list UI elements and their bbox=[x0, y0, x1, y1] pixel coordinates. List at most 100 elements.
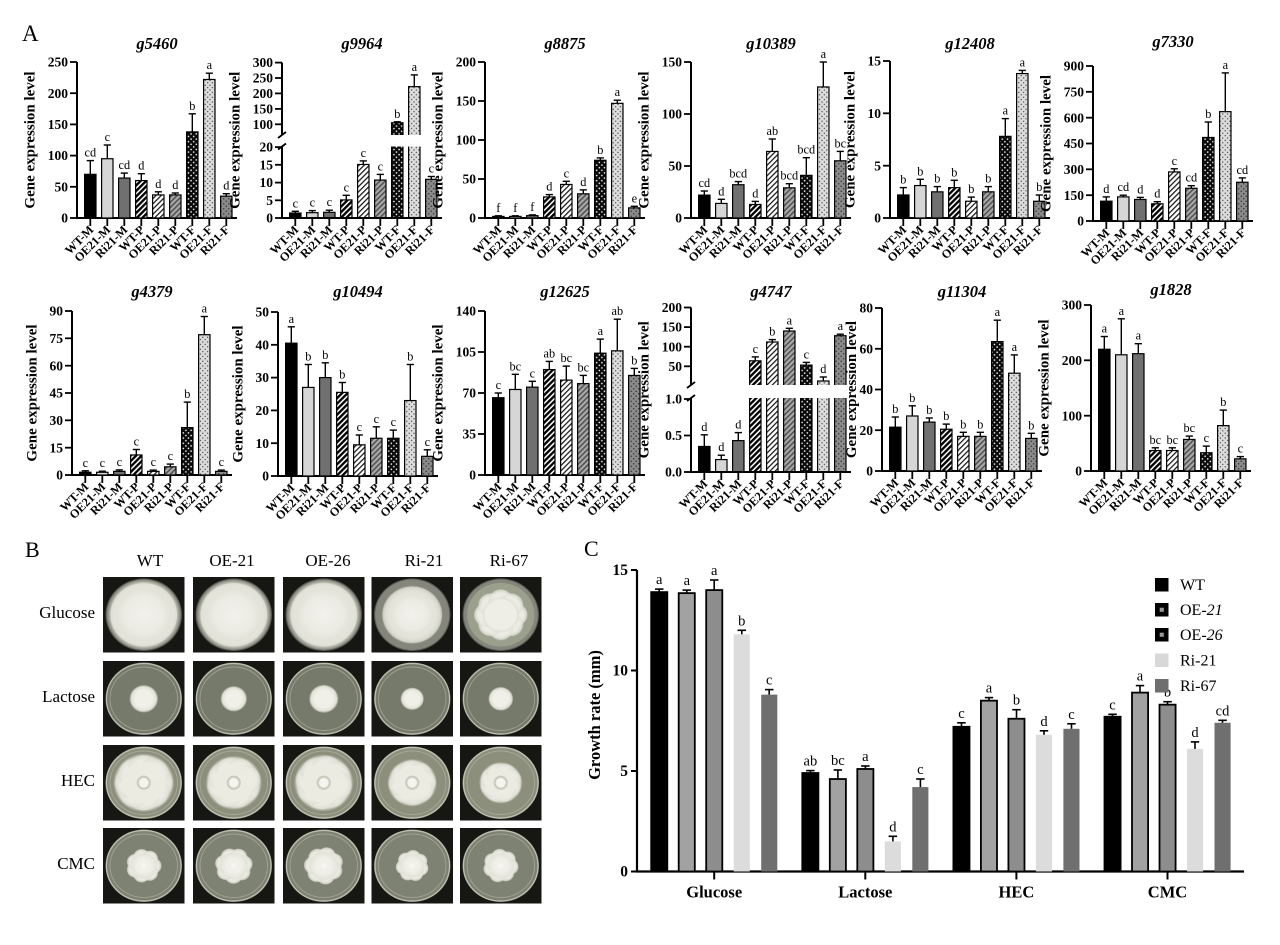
svg-text:ab: ab bbox=[804, 754, 818, 770]
svg-text:c: c bbox=[1204, 431, 1210, 445]
svg-text:0.5: 0.5 bbox=[665, 428, 682, 443]
svg-text:B: B bbox=[25, 537, 40, 562]
svg-text:OE-21: OE-21 bbox=[1180, 602, 1223, 619]
svg-text:150: 150 bbox=[662, 55, 683, 70]
svg-text:b: b bbox=[977, 417, 983, 431]
svg-text:cd: cd bbox=[698, 176, 710, 190]
svg-text:750: 750 bbox=[1064, 84, 1085, 99]
svg-text:250: 250 bbox=[48, 55, 69, 70]
svg-text:c: c bbox=[1068, 707, 1074, 723]
svg-text:a: a bbox=[986, 681, 993, 697]
svg-text:c: c bbox=[564, 166, 570, 180]
svg-text:100: 100 bbox=[456, 133, 477, 148]
svg-text:d: d bbox=[172, 178, 178, 192]
svg-text:Gene expression level: Gene expression level bbox=[228, 72, 244, 209]
svg-text:d: d bbox=[1040, 714, 1048, 730]
svg-text:100: 100 bbox=[253, 117, 274, 132]
svg-text:c: c bbox=[105, 130, 111, 144]
svg-text:a: a bbox=[711, 563, 718, 579]
svg-text:b: b bbox=[407, 350, 413, 364]
svg-text:100: 100 bbox=[48, 148, 69, 163]
svg-text:Gene expression level: Gene expression level bbox=[230, 325, 246, 462]
svg-text:a: a bbox=[1136, 329, 1142, 343]
svg-text:600: 600 bbox=[1064, 110, 1085, 125]
svg-text:b: b bbox=[305, 350, 311, 364]
svg-text:300: 300 bbox=[1064, 162, 1085, 177]
svg-text:a: a bbox=[1012, 340, 1018, 354]
svg-text:d: d bbox=[735, 418, 741, 432]
svg-text:35: 35 bbox=[463, 427, 477, 442]
svg-text:a: a bbox=[615, 85, 621, 99]
svg-text:b: b bbox=[1013, 693, 1020, 709]
svg-text:c: c bbox=[1109, 697, 1115, 713]
svg-text:5: 5 bbox=[620, 763, 628, 780]
svg-text:bc: bc bbox=[560, 351, 572, 365]
svg-text:b: b bbox=[960, 417, 966, 431]
svg-text:bc: bc bbox=[834, 136, 846, 150]
svg-text:b: b bbox=[394, 107, 400, 121]
svg-text:c: c bbox=[327, 195, 333, 209]
svg-text:0: 0 bbox=[61, 211, 68, 226]
svg-text:bc: bc bbox=[1166, 433, 1178, 447]
svg-text:15: 15 bbox=[613, 562, 629, 579]
svg-text:30: 30 bbox=[50, 413, 64, 428]
svg-text:g4747: g4747 bbox=[749, 282, 792, 301]
svg-text:cd: cd bbox=[118, 158, 130, 172]
svg-text:WT: WT bbox=[1180, 577, 1205, 594]
svg-text:90: 90 bbox=[50, 304, 64, 319]
svg-text:bcd: bcd bbox=[729, 167, 747, 181]
svg-text:c: c bbox=[425, 435, 431, 449]
svg-text:Ri-21: Ri-21 bbox=[405, 551, 444, 570]
svg-text:d: d bbox=[1154, 187, 1160, 201]
svg-text:a: a bbox=[1137, 669, 1144, 685]
svg-text:g8875: g8875 bbox=[543, 34, 585, 53]
svg-text:c: c bbox=[496, 378, 502, 392]
svg-text:a: a bbox=[656, 572, 663, 588]
svg-text:60: 60 bbox=[860, 341, 874, 356]
svg-text:b: b bbox=[900, 173, 906, 187]
svg-text:g10389: g10389 bbox=[745, 34, 796, 53]
svg-text:c: c bbox=[293, 196, 299, 210]
svg-text:40: 40 bbox=[256, 337, 270, 352]
svg-text:a: a bbox=[1003, 104, 1009, 118]
svg-text:0: 0 bbox=[620, 864, 628, 881]
svg-text:d: d bbox=[1137, 182, 1143, 196]
svg-text:g9964: g9964 bbox=[340, 34, 382, 53]
svg-text:c: c bbox=[1172, 154, 1178, 168]
svg-text:c: c bbox=[219, 455, 225, 469]
svg-text:150: 150 bbox=[48, 117, 69, 132]
svg-text:ab: ab bbox=[611, 304, 623, 318]
svg-text:d: d bbox=[701, 420, 707, 434]
svg-text:Gene expression level: Gene expression level bbox=[1037, 319, 1053, 456]
svg-text:75: 75 bbox=[50, 331, 64, 346]
svg-text:c: c bbox=[361, 146, 367, 160]
svg-text:150: 150 bbox=[253, 102, 274, 117]
svg-text:Lactose: Lactose bbox=[838, 883, 892, 902]
svg-text:450: 450 bbox=[1064, 136, 1085, 151]
svg-text:b: b bbox=[892, 402, 898, 416]
svg-text:b: b bbox=[339, 368, 345, 382]
svg-text:b: b bbox=[1036, 180, 1042, 194]
svg-text:b: b bbox=[738, 613, 745, 629]
svg-text:1.0: 1.0 bbox=[665, 392, 682, 407]
svg-text:d: d bbox=[1103, 182, 1109, 196]
svg-text:45: 45 bbox=[50, 386, 64, 401]
svg-text:70: 70 bbox=[463, 386, 477, 401]
svg-text:300: 300 bbox=[253, 55, 274, 70]
svg-text:200: 200 bbox=[662, 300, 683, 315]
svg-text:cd: cd bbox=[1185, 171, 1197, 185]
svg-text:c: c bbox=[357, 420, 363, 434]
svg-text:b: b bbox=[189, 99, 195, 113]
svg-text:80: 80 bbox=[860, 301, 874, 316]
svg-text:15: 15 bbox=[868, 54, 882, 69]
svg-text:Glucose: Glucose bbox=[686, 883, 742, 902]
svg-text:0.0: 0.0 bbox=[665, 465, 682, 480]
svg-text:c: c bbox=[530, 366, 536, 380]
svg-text:c: c bbox=[753, 342, 759, 356]
svg-text:c: c bbox=[83, 456, 89, 470]
svg-text:50: 50 bbox=[669, 159, 683, 174]
svg-text:b: b bbox=[1205, 107, 1211, 121]
svg-text:OE-26: OE-26 bbox=[305, 551, 350, 570]
svg-text:a: a bbox=[202, 302, 208, 316]
svg-text:cd: cd bbox=[1236, 163, 1248, 177]
